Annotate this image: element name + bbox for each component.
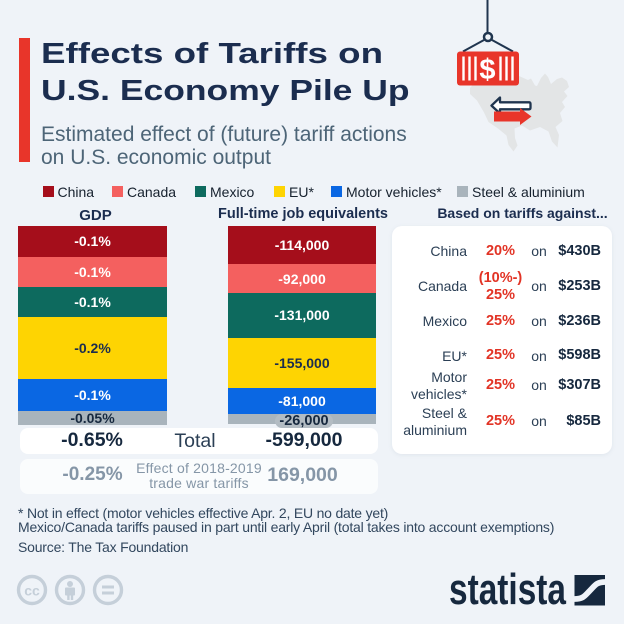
svg-text:statista: statista: [449, 569, 566, 611]
svg-text:$: $: [479, 54, 495, 86]
svg-text:cc: cc: [24, 583, 40, 599]
